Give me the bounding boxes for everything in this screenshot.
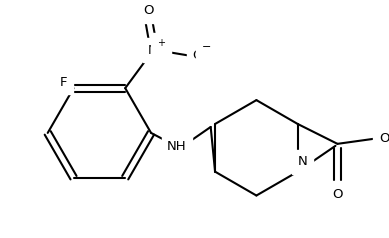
Text: N: N <box>148 44 158 57</box>
Text: +: + <box>157 38 165 49</box>
Text: NH: NH <box>167 140 187 153</box>
Text: O: O <box>193 49 203 62</box>
Text: F: F <box>60 76 67 89</box>
Text: O: O <box>143 4 153 17</box>
Text: O: O <box>332 188 343 201</box>
Text: −: − <box>202 42 211 52</box>
Text: N: N <box>298 155 308 168</box>
Text: O: O <box>379 132 389 145</box>
